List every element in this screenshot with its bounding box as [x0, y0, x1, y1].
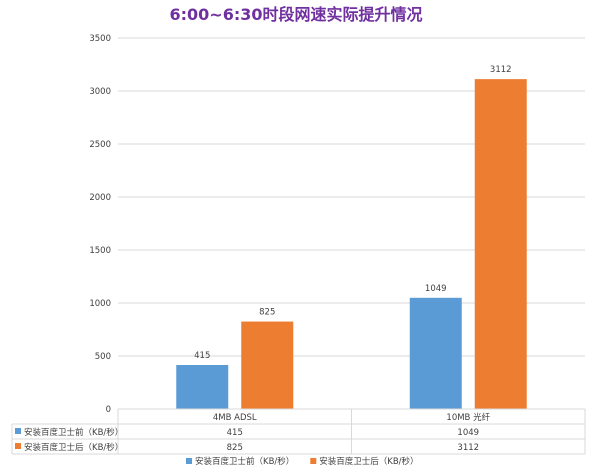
legend: 安装百度卫士前（KB/秒） 安装百度卫士后（KB/秒）: [186, 456, 419, 467]
table-cell: 1049: [457, 428, 479, 438]
bar: [409, 297, 462, 409]
table-cell: 825: [227, 443, 243, 453]
gridlines: [118, 37, 585, 410]
y-tick-label: 0: [106, 405, 111, 415]
x-category-label: 10MB 光纤: [446, 412, 490, 423]
table-series-name: 安装百度卫士前（KB/秒）: [24, 427, 123, 438]
data-label: 825: [259, 308, 275, 318]
legend-label: 安装百度卫士前（KB/秒）: [195, 456, 294, 467]
data-labels: 415 1049 825 3112: [194, 65, 511, 361]
bar: [474, 79, 527, 410]
x-category-label: 4MB ADSL: [213, 413, 257, 423]
data-label: 415: [194, 351, 210, 361]
bar: [241, 321, 294, 409]
data-label: 1049: [425, 284, 447, 294]
y-tick-label: 3000: [89, 87, 111, 97]
y-tick-label: 1500: [89, 246, 111, 256]
legend-key: [310, 458, 317, 464]
y-tick-label: 500: [95, 352, 111, 362]
y-tick-label: 3500: [89, 34, 111, 44]
legend-key: [186, 458, 192, 464]
y-tick-label: 1000: [89, 299, 111, 309]
y-tick-label: 2500: [89, 140, 111, 150]
bar: [176, 365, 229, 409]
bars: [176, 79, 527, 410]
chart-title: 6:00~6:30时段网速实际提升情况: [169, 5, 422, 24]
table-cell: 3112: [457, 443, 479, 453]
table-legend-key: [15, 428, 21, 434]
table-cell: 415: [227, 428, 243, 438]
y-axis-ticks: 0 500 1000 1500 2000 2500 3000 3500: [89, 34, 111, 415]
legend-label: 安装百度卫士后（KB/秒）: [319, 456, 418, 467]
y-tick-label: 2000: [89, 193, 111, 203]
table-legend-key: [15, 443, 21, 449]
table-series-name: 安装百度卫士后（KB/秒）: [24, 442, 123, 453]
data-label: 3112: [490, 65, 512, 75]
